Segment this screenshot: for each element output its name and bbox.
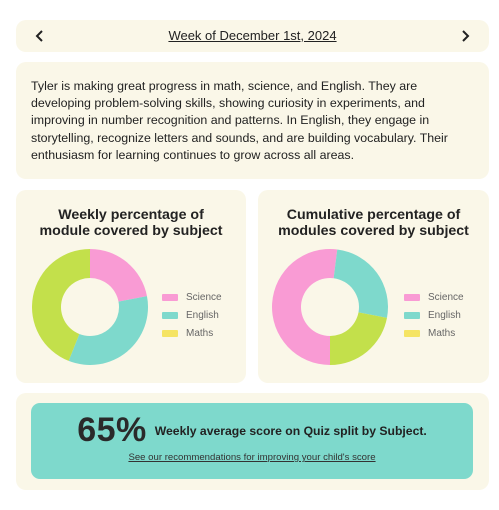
recommendations-link[interactable]: See our recommendations for improving yo… xyxy=(31,452,473,463)
progress-summary-card: Tyler is making great progress in math, … xyxy=(16,62,489,179)
score-caption: Weekly average score on Quiz split by Su… xyxy=(155,424,427,438)
cumulative-slice-english xyxy=(334,249,388,317)
legend-swatch-science xyxy=(404,294,420,301)
legend-item-science: Science xyxy=(162,288,222,306)
cumulative-donut-chart xyxy=(272,249,388,365)
progress-summary-text: Tyler is making great progress in math, … xyxy=(31,78,477,164)
score-value: 65% xyxy=(77,411,147,450)
week-label[interactable]: Week of December 1st, 2024 xyxy=(16,20,489,52)
cumulative-chart-card: Cumulative percentage of modules covered… xyxy=(258,190,489,383)
legend-item-english: English xyxy=(404,306,464,324)
legend-swatch-english xyxy=(162,312,178,319)
cumulative-chart-title-line-2: modules covered by subject xyxy=(278,223,469,239)
weekly-chart-title-line-1: Weekly percentage of xyxy=(58,207,204,223)
legend-item-science: Science xyxy=(404,288,464,306)
weekly-chart-card: Weekly percentage of module covered by s… xyxy=(16,190,246,383)
legend-swatch-science xyxy=(162,294,178,301)
quiz-score-banner: 65% Weekly average score on Quiz split b… xyxy=(31,403,473,479)
legend-item-maths: Maths xyxy=(404,324,464,342)
weekly-donut-chart xyxy=(32,249,148,365)
chevron-right-icon xyxy=(458,29,472,43)
weekly-slice-science xyxy=(90,249,147,302)
cumulative-slice-science xyxy=(272,249,337,365)
legend-item-english: English xyxy=(162,306,222,324)
weekly-slice-english xyxy=(69,296,148,365)
score-row: 65% Weekly average score on Quiz split b… xyxy=(31,411,473,450)
cumulative-slice-maths xyxy=(330,312,387,365)
next-week-button[interactable] xyxy=(449,20,481,52)
legend-label-science: Science xyxy=(186,292,222,303)
legend-label-english: English xyxy=(186,310,219,321)
legend-label-science: Science xyxy=(428,292,464,303)
cumulative-chart-title: Cumulative percentage of modules covered… xyxy=(258,208,489,239)
legend-label-maths: Maths xyxy=(428,328,455,339)
legend-label-maths: Maths xyxy=(186,328,213,339)
quiz-score-card: 65% Weekly average score on Quiz split b… xyxy=(16,393,489,490)
legend-swatch-english xyxy=(404,312,420,319)
legend-label-english: English xyxy=(428,310,461,321)
weekly-chart-title-line-2: module covered by subject xyxy=(40,223,223,239)
weekly-chart-legend: Science English Maths xyxy=(162,288,222,342)
legend-swatch-maths xyxy=(162,330,178,337)
legend-item-maths: Maths xyxy=(162,324,222,342)
cumulative-chart-title-line-1: Cumulative percentage of xyxy=(287,207,460,223)
legend-swatch-maths xyxy=(404,330,420,337)
cumulative-chart-legend: Science English Maths xyxy=(404,288,464,342)
week-navigation: Week of December 1st, 2024 xyxy=(16,20,489,52)
weekly-chart-title: Weekly percentage of module covered by s… xyxy=(16,208,246,239)
